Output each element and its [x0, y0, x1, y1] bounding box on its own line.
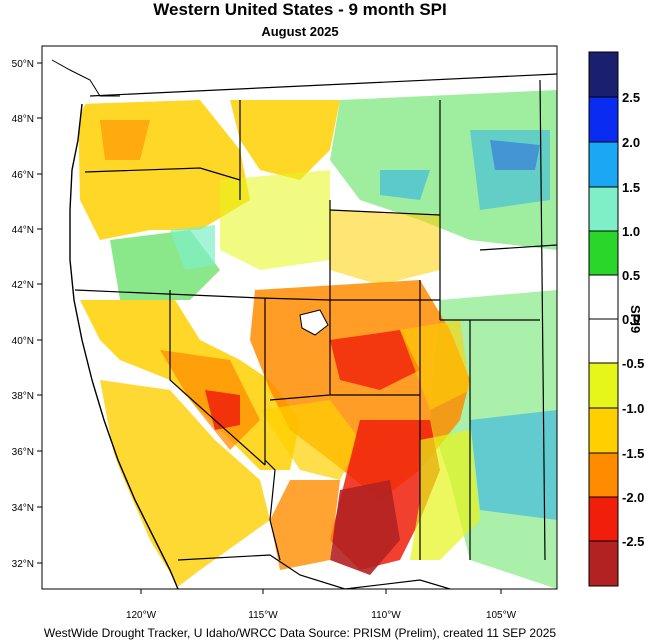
colorbar-tick-label: -2.5 — [622, 534, 644, 549]
lat-tick-label: 48°N — [12, 114, 34, 125]
lat-tick: 44°N — [12, 225, 42, 236]
lat-tick-label: 42°N — [12, 280, 34, 291]
colorbar-tick-label: -1.0 — [622, 401, 644, 416]
colorbar-swatch — [589, 453, 618, 497]
lon-tick-label: 115°W — [248, 610, 278, 621]
lat-tick-label: 34°N — [12, 503, 34, 514]
lat-tick: 32°N — [12, 559, 42, 570]
map-subtitle: August 2025 — [261, 24, 339, 39]
lat-tick: 40°N — [12, 336, 42, 347]
colorbar-tick-label: -2.0 — [622, 490, 644, 505]
colorbar-tick-label: 0.0 — [622, 312, 640, 327]
lat-tick-label: 38°N — [12, 391, 34, 402]
colorbar-swatch — [589, 231, 618, 275]
colorbar-swatch — [589, 541, 618, 586]
lon-axis: 120°W 115°W 110°W 105°W — [126, 589, 517, 621]
lat-tick-label: 40°N — [12, 336, 34, 347]
lon-tick: 120°W — [126, 589, 157, 621]
lat-tick-label: 50°N — [12, 59, 34, 70]
lon-tick: 110°W — [371, 589, 401, 621]
colorbar-swatch — [589, 319, 618, 363]
lat-tick: 36°N — [12, 447, 42, 458]
colorbar-tick-label: 1.0 — [622, 224, 640, 239]
map-area — [42, 46, 557, 589]
lat-tick-label: 32°N — [12, 559, 34, 570]
colorbar-swatch — [589, 52, 618, 97]
colorbar-swatch — [589, 363, 618, 408]
colorbar-tick-label: 1.5 — [622, 180, 640, 195]
canada-border — [89, 73, 557, 97]
lat-tick: 46°N — [12, 170, 42, 181]
state-borders — [74, 79, 557, 561]
lat-tick: 50°N — [12, 59, 42, 70]
lat-tick-label: 44°N — [12, 225, 34, 236]
colorbar-swatch — [589, 97, 618, 142]
colorbar-swatch — [589, 187, 618, 231]
footer-credits: WestWide Drought Tracker, U Idaho/WRCC D… — [43, 626, 557, 640]
lat-tick-label: 46°N — [12, 170, 34, 181]
canadian-coastline — [51, 59, 120, 97]
colorbar-tick-label: 2.0 — [622, 135, 640, 150]
colorbar-tick-label: 2.5 — [622, 90, 640, 105]
colorbar-swatch — [589, 275, 618, 319]
colorbar-tick-label: -1.5 — [622, 446, 644, 461]
lat-tick: 38°N — [12, 391, 42, 402]
colorbar-tick-label: -0.5 — [622, 356, 644, 371]
lon-tick: 105°W — [486, 589, 517, 621]
map-title: Western United States - 9 month SPI — [153, 0, 447, 19]
colorbar-swatch — [589, 497, 618, 541]
lat-tick: 42°N — [12, 280, 42, 291]
colorbar: 2.5 2.0 1.5 1.0 0.5 0.0 -0.5 -1.0 -1.5 -… — [588, 51, 644, 587]
mexico-border — [177, 554, 346, 589]
lon-tick-label: 105°W — [486, 610, 517, 621]
map-frame — [41, 45, 558, 590]
colorbar-title: SPI9 — [628, 305, 643, 334]
lat-tick-label: 36°N — [12, 447, 34, 458]
colorbar-tick-label: 0.5 — [622, 268, 640, 283]
lon-tick: 115°W — [248, 589, 278, 621]
lat-tick: 48°N — [12, 114, 42, 125]
pacific-coastline — [69, 103, 179, 589]
lat-tick: 34°N — [12, 503, 42, 514]
lat-axis: 50°N 48°N 46°N 44°N 42°N 40°N 38°N 36°N … — [12, 59, 42, 570]
great-salt-lake — [299, 309, 329, 336]
lon-tick-label: 110°W — [371, 610, 401, 621]
lon-tick-label: 120°W — [126, 610, 157, 621]
colorbar-swatch — [589, 408, 618, 453]
colorbar-swatch — [589, 142, 618, 187]
